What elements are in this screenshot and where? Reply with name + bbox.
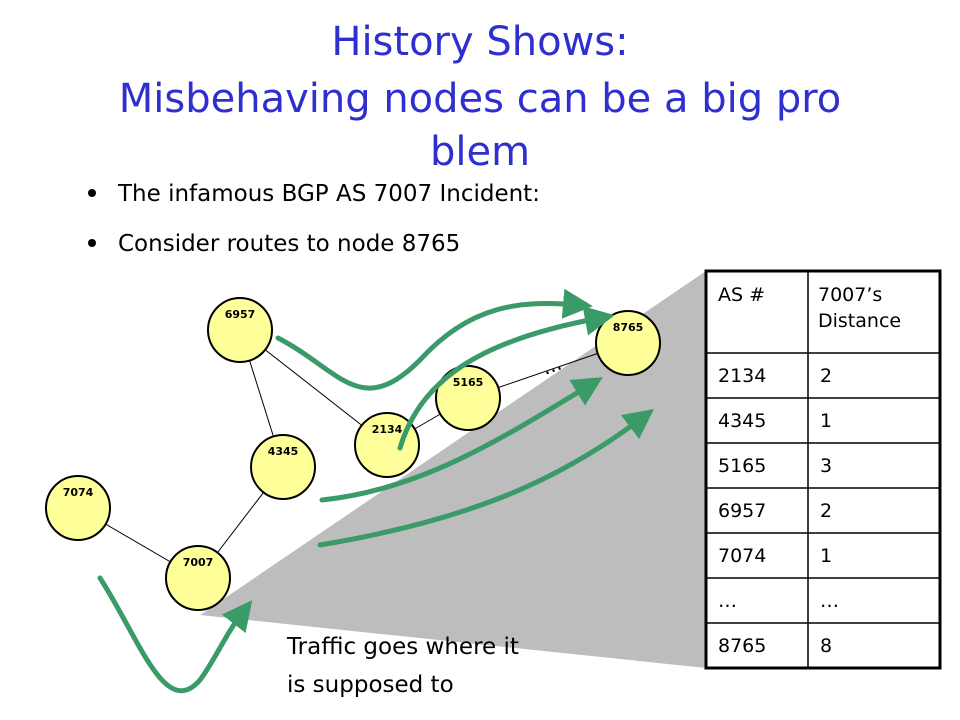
bullet: Consider routes to node 8765 xyxy=(118,231,460,257)
node-label: 5165 xyxy=(453,376,484,389)
node-label: 7007 xyxy=(183,556,214,569)
node-label: 8765 xyxy=(613,321,644,334)
bullet: The infamous BGP AS 7007 Incident: xyxy=(117,181,540,207)
node xyxy=(435,365,501,431)
table-cell: 6957 xyxy=(718,500,766,522)
table-header: 7007’s Distance xyxy=(818,284,901,332)
table-cell: 1 xyxy=(820,410,832,432)
traffic-arrows xyxy=(97,288,654,694)
table-frame xyxy=(704,269,942,670)
node xyxy=(250,434,316,500)
title-line: blem xyxy=(430,129,530,175)
table-cell: 2 xyxy=(820,500,832,522)
table-cell: 2134 xyxy=(718,365,766,387)
table-cell: … xyxy=(820,590,839,612)
table-cell: 8765 xyxy=(718,635,766,657)
table-cell: … xyxy=(718,590,737,612)
table-cell: 4345 xyxy=(718,410,766,432)
table-header: AS # xyxy=(718,284,765,306)
zoom-wedge xyxy=(200,271,706,668)
caption: is supposed to xyxy=(287,672,454,698)
bullet-dot xyxy=(88,189,96,197)
distance-table: AS # 7007’s Distance 2134 2 4345 1 5165 3 6957 2 70… xyxy=(704,269,942,670)
table-cell: 7074 xyxy=(718,545,766,567)
table-cell: 1 xyxy=(820,545,832,567)
table-cell: 8 xyxy=(820,635,832,657)
node-label: 6957 xyxy=(225,308,256,321)
node xyxy=(207,297,273,363)
title-line: History Shows: xyxy=(331,19,628,65)
title-line: Misbehaving nodes can be a big pro xyxy=(119,76,842,122)
node xyxy=(45,475,111,541)
bullet-dot xyxy=(88,239,96,247)
caption: Traffic goes where it xyxy=(286,634,519,660)
node xyxy=(354,412,420,478)
table-cell: 3 xyxy=(820,455,832,477)
table-cell: 5165 xyxy=(718,455,766,477)
node-label: 2134 xyxy=(372,423,403,436)
node-label: 4345 xyxy=(268,445,299,458)
table-cell: 2 xyxy=(820,365,832,387)
node xyxy=(165,545,231,611)
node-label: 7074 xyxy=(63,486,94,499)
